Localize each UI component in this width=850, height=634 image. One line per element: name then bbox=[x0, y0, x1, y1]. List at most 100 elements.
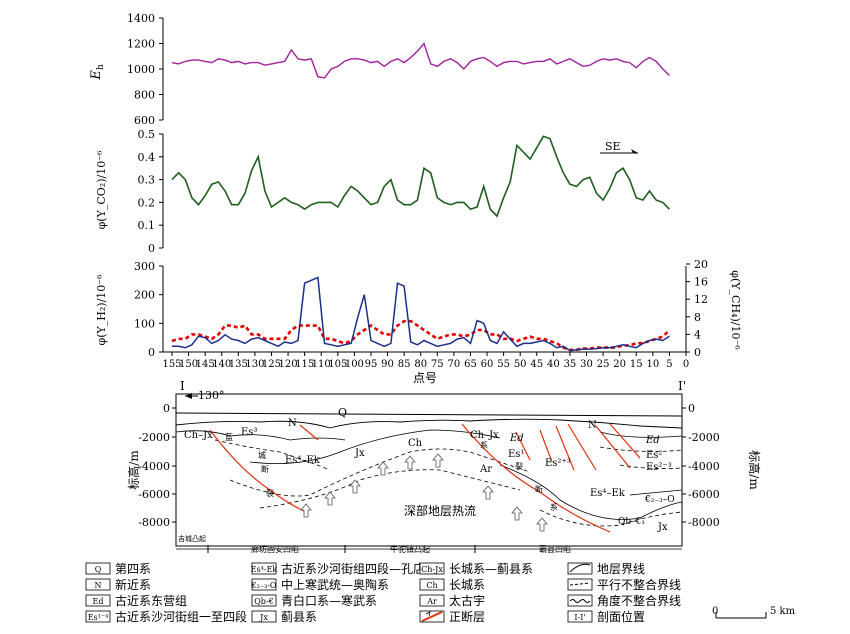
svg-text:N: N bbox=[95, 581, 102, 590]
heat-flow-arrow-icon bbox=[511, 506, 523, 521]
azimuth-label: 130° bbox=[198, 389, 225, 402]
x-tick-label: 135 bbox=[229, 359, 248, 370]
svg-text:Ch: Ch bbox=[426, 581, 437, 590]
svg-text:Jx: Jx bbox=[259, 613, 268, 622]
co2-panel: 0.5 0.4 0.3 0.2 0.1 0 φ(Y_CO₂)/10⁻⁶ SE bbox=[95, 128, 670, 255]
x-tick-label: 0 bbox=[683, 359, 689, 370]
h2-tick-label: 300 bbox=[134, 260, 155, 273]
x-tick-label: 120 bbox=[279, 359, 298, 370]
x-tick-label: 140 bbox=[212, 359, 231, 370]
x-tick-label: 50 bbox=[514, 359, 527, 370]
section-end-label: I' bbox=[678, 379, 686, 393]
x-tick-label: 70 bbox=[448, 359, 461, 370]
x-tick-label: 60 bbox=[481, 359, 494, 370]
legend-item: 地层界线 bbox=[567, 562, 645, 576]
section-start-label: I bbox=[180, 379, 185, 393]
unit-label: Ch–Jx bbox=[184, 430, 213, 441]
legend-item: 正断层 bbox=[419, 609, 485, 624]
eh-series-line bbox=[171, 42, 670, 79]
unit-label: Ar bbox=[479, 464, 492, 475]
eh-tick-label: 800 bbox=[134, 89, 155, 102]
section-tick-label: -6000 bbox=[688, 488, 720, 501]
svg-text:Qb-€: Qb-€ bbox=[254, 597, 273, 606]
ch4-tick-label: 20 bbox=[694, 258, 708, 271]
legend-label: 长城系—蓟县系 bbox=[449, 562, 533, 576]
unit-label: Ed bbox=[509, 433, 524, 444]
eh-tick-label: 1400 bbox=[127, 12, 155, 25]
legend-label: 长城系 bbox=[449, 578, 485, 592]
fault-label: 裂 bbox=[515, 461, 523, 471]
h2-series-line bbox=[172, 276, 670, 352]
ch4-tick-label: 12 bbox=[694, 293, 708, 306]
x-tick-label: 65 bbox=[464, 359, 477, 370]
section-tick-label: -2000 bbox=[688, 431, 720, 444]
x-axis-label: 点号 bbox=[413, 371, 437, 385]
x-tick-label: 130 bbox=[245, 359, 264, 370]
x-tick-label: 90 bbox=[381, 359, 394, 370]
svg-text:Ch-Jx: Ch-Jx bbox=[421, 565, 443, 574]
unit-label: Es² bbox=[646, 450, 662, 461]
svg-text:Es¹⁻⁴: Es¹⁻⁴ bbox=[88, 613, 109, 622]
heat-flow-arrow-icon bbox=[349, 479, 361, 494]
svg-text:€₂₋₃-O: €₂₋₃-O bbox=[251, 581, 277, 590]
x-tick-label: 30 bbox=[580, 359, 593, 370]
eh-tick-label: 600 bbox=[134, 114, 155, 127]
legend-label: 正断层 bbox=[449, 609, 485, 624]
legend-label: 蓟县系 bbox=[281, 610, 317, 624]
legend-item: €₂₋₃-O 中上寒武统—奥陶系 bbox=[251, 577, 390, 592]
co2-tick-label: 0.2 bbox=[138, 196, 156, 209]
x-tick-label: 35 bbox=[564, 359, 577, 370]
x-tick-label: 20 bbox=[613, 359, 626, 370]
legend-item: Qb-€ 青白口系—寒武系 bbox=[251, 593, 377, 608]
unit-label: Es¹ bbox=[508, 449, 524, 460]
eh-axis-label: Eh bbox=[89, 64, 106, 81]
legend-item: N 新近系 bbox=[85, 577, 151, 592]
heat-flow-arrow-icon bbox=[404, 455, 416, 470]
legend-item: Jx 蓟县系 bbox=[251, 610, 317, 624]
legend-item: Ch 长城系 bbox=[419, 578, 485, 592]
x-tick-label: 15 bbox=[630, 359, 643, 370]
x-tick-label: 55 bbox=[497, 359, 510, 370]
legend-item: 角度不整合界线 bbox=[567, 593, 681, 608]
co2-tick-label: 0.3 bbox=[138, 174, 156, 187]
x-tick-label: 95 bbox=[365, 359, 378, 370]
x-tick-label: 75 bbox=[431, 359, 444, 370]
legend-label: 角度不整合界线 bbox=[597, 593, 681, 608]
co2-tick-label: 0 bbox=[148, 242, 155, 255]
eh-tick-label: 1000 bbox=[127, 63, 155, 76]
ch4-tick-label: 4 bbox=[694, 328, 701, 341]
legend-item: Q 第四系 bbox=[85, 562, 151, 576]
section-ylabel-right: 标高/m bbox=[747, 450, 762, 490]
svg-text:Es⁴-Ek: Es⁴-Ek bbox=[251, 565, 278, 574]
x-tick-label: 150 bbox=[179, 359, 198, 370]
fault-label: 蓝 bbox=[225, 432, 233, 442]
legend-label: 平行不整合界线 bbox=[597, 577, 681, 592]
legend-label: 太古宇 bbox=[449, 593, 485, 608]
x-tick-label: 45 bbox=[530, 359, 543, 370]
x-tick-label: 105 bbox=[328, 359, 347, 370]
section-tick-label: 0 bbox=[688, 402, 695, 415]
fault-label: 断 bbox=[535, 484, 543, 494]
x-tick-label: 10 bbox=[646, 359, 659, 370]
fault-label: 断 bbox=[261, 464, 269, 474]
heat-flow-arrow-icon bbox=[536, 517, 548, 532]
unit-label: Es⁴–Ek bbox=[590, 488, 626, 499]
legend-label: 青白口系—寒武系 bbox=[281, 593, 377, 608]
ch4-axis-label: φ(Y_CH₄)/10⁻⁶ bbox=[729, 270, 742, 350]
eh-tick-label: 1200 bbox=[127, 38, 155, 51]
section-tick-label: -6000 bbox=[138, 488, 170, 501]
co2-tick-label: 0.1 bbox=[138, 219, 156, 232]
co2-tick-label: 0.4 bbox=[138, 151, 156, 164]
unit-label: Es⁴–Ek bbox=[285, 455, 321, 466]
legend-item: Es¹⁻⁴ 古近系沙河街组一至四段 bbox=[85, 609, 247, 624]
unit-label: €₂₋₃–O bbox=[644, 495, 675, 505]
x-tick-label: 125 bbox=[262, 359, 281, 370]
legend-item: 平行不整合界线 bbox=[567, 577, 681, 592]
fault-label: 系 bbox=[550, 502, 558, 512]
unit-label: Ch–Jx bbox=[470, 430, 499, 441]
section-title: 深部地层热流 bbox=[404, 503, 476, 518]
legend-item: Ch-Jx 长城系—蓟县系 bbox=[419, 562, 533, 576]
cross-section: I I' 130° 0 -2000 -4000 -6000 -8000 0 -2000 -4… bbox=[126, 379, 762, 554]
fault-label: 裂 bbox=[266, 488, 274, 498]
